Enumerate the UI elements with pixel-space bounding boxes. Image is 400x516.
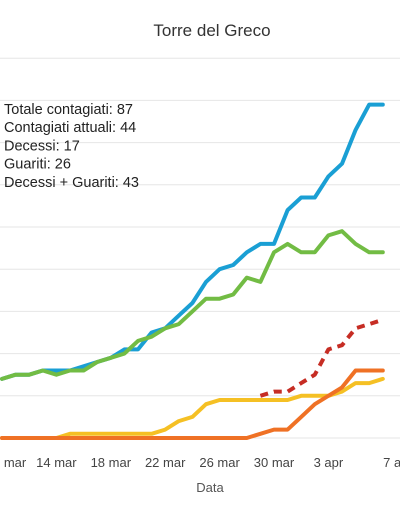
x-axis-label: Data — [196, 480, 224, 495]
annotation-line: Contagiati attuali: 44 — [4, 120, 136, 136]
stats-annotation: Totale contagiati: 87 Contagiati attuali:… — [4, 102, 139, 191]
series-line-3 — [259, 317, 384, 398]
chart-title: Torre del Greco — [153, 21, 270, 40]
x-tick-label: 10 mar — [0, 455, 27, 470]
annotation-line: Decessi: 17 — [4, 138, 80, 154]
x-tick-label: 26 mar — [199, 455, 240, 470]
x-tick-label: 7 apr — [383, 455, 400, 470]
annotation-line: Guariti: 26 — [4, 157, 71, 173]
x-tick-label: 3 apr — [314, 455, 344, 470]
x-tick-label: 22 mar — [145, 455, 186, 470]
gridlines — [0, 57, 400, 439]
annotation-line: Decessi + Guariti: 43 — [4, 175, 139, 191]
x-tick-labels: 10 mar 14 mar 18 mar 22 mar 26 mar 30 mar 3 ap… — [0, 455, 400, 470]
series-lines — [0, 102, 385, 440]
annotation-line: Totale contagiati: 87 — [4, 102, 133, 118]
x-tick-label: 14 mar — [36, 455, 77, 470]
x-tick-label: 30 mar — [254, 455, 295, 470]
series-line-2 — [0, 229, 385, 381]
series-line-5 — [0, 368, 385, 440]
series-line-4 — [0, 376, 385, 440]
x-tick-label: 18 mar — [91, 455, 132, 470]
